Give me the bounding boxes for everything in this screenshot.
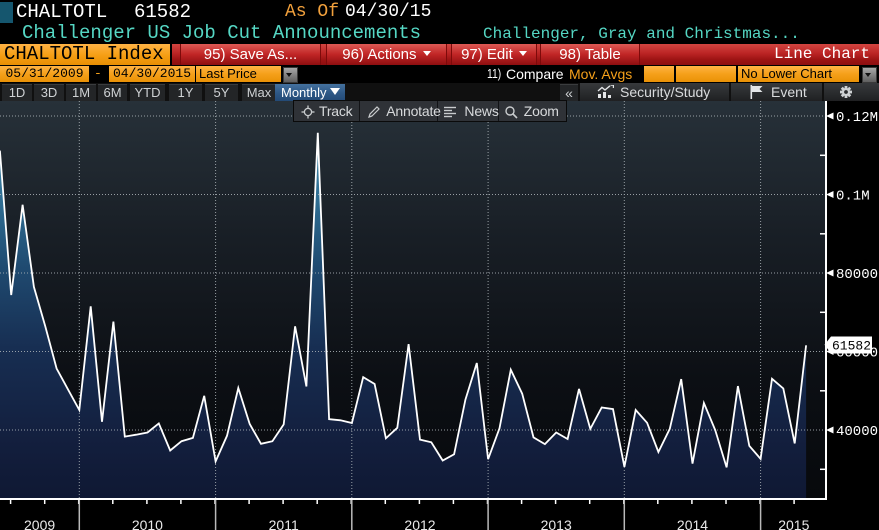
svg-text:2015: 2015 xyxy=(778,517,809,530)
svg-text:2010: 2010 xyxy=(132,517,163,530)
svg-text:2013: 2013 xyxy=(541,517,572,530)
svg-text:0.1M: 0.1M xyxy=(836,189,870,205)
svg-text:61582: 61582 xyxy=(832,339,871,354)
svg-text:2011: 2011 xyxy=(269,517,299,530)
svg-text:80000: 80000 xyxy=(836,267,878,283)
svg-text:0.12M: 0.12M xyxy=(836,110,878,126)
svg-text:2009: 2009 xyxy=(24,517,55,530)
svg-text:2012: 2012 xyxy=(404,517,435,530)
svg-text:2014: 2014 xyxy=(677,517,708,530)
svg-text:40000: 40000 xyxy=(836,424,878,440)
